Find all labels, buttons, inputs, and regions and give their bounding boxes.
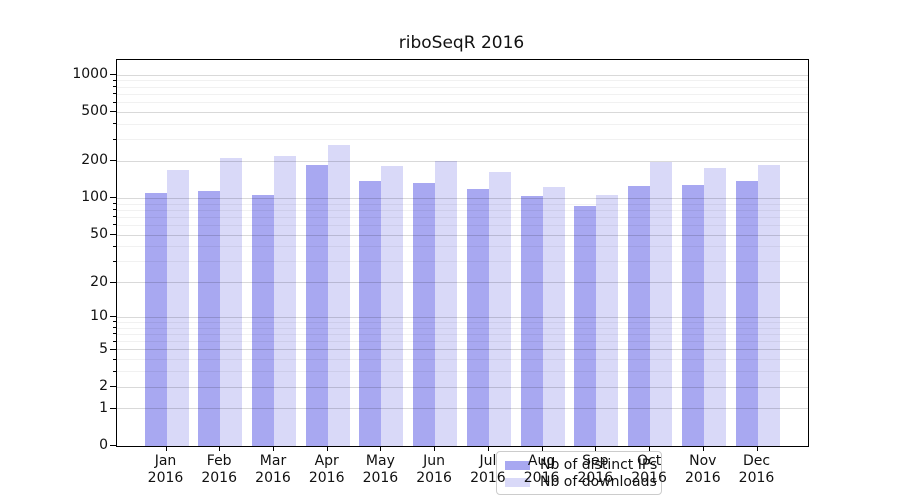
chart-title: riboSeqR 2016 — [398, 33, 525, 53]
y-tick-mark — [110, 316, 116, 318]
y-tick-label-20: 20 — [90, 273, 108, 290]
bar-distinct-ips-feb — [198, 190, 221, 446]
y-minor-tick-mark — [113, 138, 116, 140]
y-tick-label-10: 10 — [90, 308, 108, 325]
y-minor-tick-mark — [113, 245, 116, 247]
y-minor-tick-mark — [113, 93, 116, 95]
x-tick-mark — [380, 446, 382, 451]
bar-downloads-jul — [488, 172, 511, 446]
plot-area: Nb of distinct IPs Nb of downloads — [116, 59, 809, 495]
x-tick-mark — [165, 446, 167, 451]
legend-swatch-downloads-icon — [505, 477, 530, 487]
x-tick-label-jun: Jun 2016 — [416, 453, 452, 486]
bar-distinct-ips-dec — [735, 181, 758, 446]
bar-distinct-ips-sep — [574, 205, 597, 446]
x-tick-label-nov: Nov 2016 — [684, 453, 721, 486]
x-tick-mark — [541, 446, 543, 451]
legend-label-downloads: Nb of downloads — [540, 474, 657, 490]
bar-downloads-jun — [435, 161, 458, 446]
bar-distinct-ips-nov — [681, 184, 704, 446]
bar-downloads-apr — [327, 145, 350, 446]
x-tick-label-sep: Sep 2016 — [577, 453, 614, 486]
y-tick-mark — [110, 386, 116, 388]
y-minor-tick-mark — [113, 333, 116, 335]
y-minor-tick-mark — [113, 327, 116, 329]
y-minor-tick-mark — [113, 86, 116, 88]
legend-label-distinct-ips: Nb of distinct IPs — [540, 457, 658, 473]
legend-item-distinct-ips: Nb of distinct IPs — [505, 457, 657, 473]
x-tick-label-mar: Mar 2016 — [255, 453, 291, 486]
bar-distinct-ips-may — [359, 181, 382, 446]
y-minor-tick-mark — [113, 216, 116, 218]
y-tick-label-2: 2 — [99, 378, 108, 395]
y-tick-label-50: 50 — [90, 226, 108, 242]
bar-downloads-jan — [166, 170, 189, 446]
bar-downloads-aug — [542, 187, 565, 446]
bar-distinct-ips-mar — [251, 194, 274, 446]
y-tick-mark — [110, 197, 116, 199]
y-minor-tick-mark — [113, 340, 116, 342]
x-tick-label-may: May 2016 — [362, 453, 399, 486]
bar-downloads-nov — [703, 168, 726, 446]
y-minor-tick-mark — [113, 203, 116, 204]
bar-downloads-sep — [596, 195, 619, 446]
bar-distinct-ips-oct — [628, 186, 651, 446]
x-tick-label-jul: Jul 2016 — [470, 453, 506, 486]
x-tick-mark — [434, 446, 436, 451]
y-tick-mark — [110, 160, 116, 162]
legend: Nb of distinct IPs Nb of downloads — [496, 451, 662, 495]
x-tick-label-aug: Aug 2016 — [523, 453, 560, 486]
x-tick-label-jan: Jan 2016 — [147, 453, 184, 486]
bar-distinct-ips-jul — [466, 188, 489, 446]
x-tick-label-dec: Dec 2016 — [738, 453, 775, 486]
y-tick-mark — [110, 407, 116, 409]
x-tick-label-feb: Feb 2016 — [201, 453, 237, 486]
y-minor-tick-mark — [113, 209, 116, 211]
bar-downloads-may — [381, 165, 404, 446]
bar-downloads-dec — [757, 165, 780, 446]
y-tick-label-1: 1 — [99, 399, 108, 416]
y-minor-tick-mark — [113, 101, 116, 103]
y-minor-tick-mark — [113, 123, 116, 125]
bar-downloads-feb — [220, 157, 243, 446]
y-tick-label-1000: 1000 — [72, 66, 108, 83]
x-tick-mark — [487, 446, 489, 451]
y-minor-tick-mark — [113, 224, 116, 226]
y-tick-mark — [110, 111, 116, 113]
bar-downloads-mar — [273, 156, 296, 446]
y-tick-mark — [110, 281, 116, 283]
y-tick-label-0: 0 — [99, 437, 108, 453]
y-tick-label-100: 100 — [81, 189, 108, 206]
bar-distinct-ips-jan — [144, 193, 167, 446]
bar-downloads-oct — [650, 162, 673, 446]
x-tick-mark — [756, 446, 758, 451]
x-tick-mark — [219, 446, 221, 451]
bars-layer — [117, 60, 808, 446]
x-tick-mark — [702, 446, 704, 451]
x-tick-label-apr: Apr 2016 — [308, 453, 345, 486]
legend-item-downloads: Nb of downloads — [505, 474, 657, 490]
y-tick-mark — [110, 74, 116, 76]
y-tick-label-500: 500 — [81, 103, 108, 120]
x-tick-label-oct: Oct 2016 — [631, 453, 667, 486]
y-tick-mark — [110, 234, 116, 235]
bar-distinct-ips-jun — [413, 182, 436, 446]
bar-distinct-ips-apr — [305, 164, 328, 446]
x-tick-mark — [649, 446, 651, 451]
x-tick-mark — [595, 446, 597, 451]
y-minor-tick-mark — [113, 370, 116, 372]
x-tick-mark — [326, 446, 328, 451]
y-minor-tick-mark — [113, 358, 116, 360]
y-minor-tick-mark — [113, 321, 116, 323]
y-tick-mark — [110, 445, 116, 446]
y-minor-tick-mark — [113, 260, 116, 262]
y-tick-mark — [110, 348, 116, 350]
x-tick-mark — [273, 446, 274, 451]
legend-swatch-distinct-ips-icon — [505, 460, 530, 470]
bar-distinct-ips-aug — [520, 196, 543, 446]
y-tick-label-5: 5 — [99, 340, 108, 357]
y-tick-label-200: 200 — [81, 152, 108, 169]
y-minor-tick-mark — [113, 79, 116, 81]
